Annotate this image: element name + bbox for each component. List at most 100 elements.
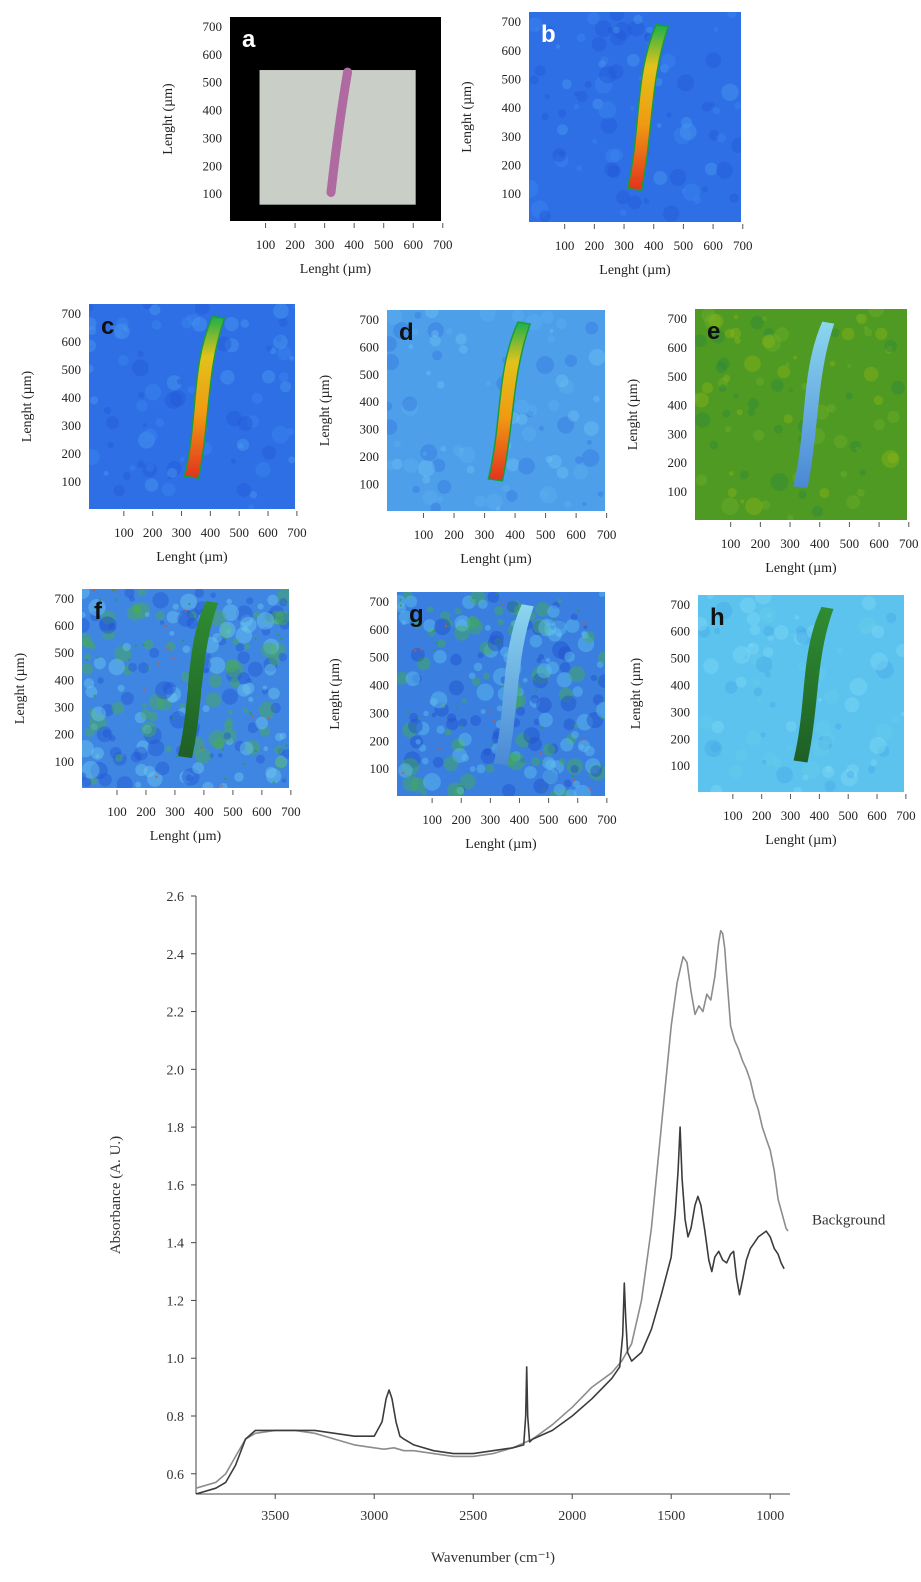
panel-image bbox=[695, 309, 907, 520]
panel-letter: a bbox=[242, 26, 256, 53]
x-tick-label: 400 bbox=[505, 527, 525, 542]
map-texture bbox=[387, 310, 605, 511]
x-tick-label: 100 bbox=[256, 237, 276, 252]
x-tick-label: 200 bbox=[444, 527, 464, 542]
x-tick-label: 600 bbox=[703, 238, 723, 253]
panel-image bbox=[89, 304, 295, 509]
x-tick-label: 2000 bbox=[558, 1509, 586, 1524]
y-tick-label: 400 bbox=[668, 398, 688, 413]
y-tick-label: 700 bbox=[360, 312, 380, 327]
x-tick-label: 100 bbox=[555, 238, 575, 253]
y-tick-label: 700 bbox=[671, 597, 691, 612]
panel-letter: b bbox=[541, 21, 556, 48]
x-tick-label: 2500 bbox=[459, 1509, 487, 1524]
panel-b: b 700 600 500 400 300 200 100 100 200 300 400 500 600… bbox=[460, 12, 753, 278]
y-tick-label: 300 bbox=[203, 130, 223, 145]
x-tick-label: 1500 bbox=[657, 1509, 685, 1524]
y-axis-title: Absorbance (A. U.) bbox=[108, 1136, 124, 1254]
x-tick-label: 400 bbox=[510, 812, 530, 827]
panel-letter: g bbox=[409, 601, 424, 628]
panel-d: d 700 600 500 400 300 200 100 100 200 300 400 500 600… bbox=[318, 310, 617, 567]
y-tick-label: 1.6 bbox=[167, 1179, 185, 1194]
y-tick-label: 100 bbox=[360, 477, 380, 492]
y-tick-label: 400 bbox=[502, 100, 522, 115]
y-tick-label: 500 bbox=[62, 362, 82, 377]
x-tick-label: 500 bbox=[539, 812, 559, 827]
panel-image bbox=[397, 592, 605, 796]
y-tick-label: 200 bbox=[55, 727, 75, 742]
panel-f: f 700 600 500 400 300 200 100 100 200 300 400 500 600… bbox=[13, 589, 301, 844]
map-panels: a 700 600 500 400 300 200 100 100 200 300 400 500 600… bbox=[13, 12, 919, 852]
panel-image bbox=[529, 12, 741, 222]
y-tick-label: 700 bbox=[668, 311, 688, 326]
y-tick-label: 100 bbox=[62, 474, 82, 489]
y-tick-label: 2.4 bbox=[167, 948, 185, 963]
x-tick-label: 700 bbox=[896, 808, 916, 823]
x-axis-label: Lenght (µm) bbox=[156, 550, 228, 565]
x-tick-label: 600 bbox=[258, 525, 278, 540]
x-tick-label: 500 bbox=[674, 238, 694, 253]
y-tick-label: 600 bbox=[671, 624, 691, 639]
x-tick-label: 300 bbox=[165, 804, 185, 819]
y-tick-label: 500 bbox=[668, 369, 688, 384]
x-tick-label: 500 bbox=[840, 536, 860, 551]
y-tick-label: 500 bbox=[671, 651, 691, 666]
y-tick-label: 500 bbox=[502, 72, 522, 87]
x-axis-label: Lenght (µm) bbox=[465, 837, 537, 852]
y-tick-label: 500 bbox=[360, 367, 380, 382]
y-axis-label: Lenght (µm) bbox=[161, 83, 176, 155]
x-tick-label: 200 bbox=[585, 238, 605, 253]
y-tick-label: 300 bbox=[55, 700, 75, 715]
panel-g: g 700 600 500 400 300 200 100 100 200 300 400 500 600… bbox=[328, 592, 617, 852]
y-tick-label: 0.6 bbox=[167, 1468, 185, 1483]
y-tick-label: 600 bbox=[360, 339, 380, 354]
x-tick-label: 700 bbox=[597, 812, 617, 827]
x-tick-label: 500 bbox=[223, 804, 243, 819]
y-tick-label: 600 bbox=[55, 618, 75, 633]
y-tick-label: 700 bbox=[370, 594, 390, 609]
y-tick-label: 300 bbox=[62, 418, 82, 433]
x-tick-label: 200 bbox=[752, 808, 772, 823]
x-tick-label: 500 bbox=[374, 237, 394, 252]
map-texture bbox=[695, 309, 905, 520]
y-axis-label: Lenght (µm) bbox=[626, 378, 641, 450]
x-tick-label: 200 bbox=[136, 804, 156, 819]
y-tick-label: 600 bbox=[370, 622, 390, 637]
x-tick-label: 700 bbox=[287, 525, 307, 540]
x-tick-label: 500 bbox=[838, 808, 858, 823]
y-axis-label: Lenght (µm) bbox=[20, 370, 35, 442]
y-tick-label: 100 bbox=[370, 761, 390, 776]
y-tick-label: 100 bbox=[668, 484, 688, 499]
x-tick-label: 600 bbox=[568, 812, 588, 827]
y-tick-label: 300 bbox=[668, 426, 688, 441]
y-tick-label: 500 bbox=[55, 645, 75, 660]
y-tick-label: 0.8 bbox=[167, 1410, 185, 1425]
x-tick-label: 700 bbox=[597, 527, 617, 542]
x-tick-label: 100 bbox=[414, 527, 434, 542]
y-tick-label: 1.4 bbox=[167, 1237, 185, 1252]
x-tick-label: 100 bbox=[114, 525, 134, 540]
x-tick-label: 300 bbox=[614, 238, 634, 253]
x-tick-label: 200 bbox=[285, 237, 305, 252]
x-tick-label: 200 bbox=[143, 525, 163, 540]
panel-letter: f bbox=[94, 598, 103, 625]
x-tick-label: 100 bbox=[723, 808, 743, 823]
y-tick-label: 100 bbox=[203, 186, 223, 201]
map-texture bbox=[529, 12, 741, 222]
x-tick-label: 300 bbox=[781, 808, 801, 823]
y-tick-label: 1.8 bbox=[167, 1121, 185, 1136]
particle-streak bbox=[487, 321, 532, 482]
y-tick-label: 1.0 bbox=[167, 1352, 185, 1367]
ir-spectrum-chart: 0.6 0.8 1.0 1.2 1.4 1.6 1.8 2.0 2.2 2.4 2.6 3500 300… bbox=[108, 890, 886, 1566]
x-tick-label: 400 bbox=[810, 808, 830, 823]
panel-a: a 700 600 500 400 300 200 100 100 200 300 400 500 600… bbox=[161, 17, 453, 277]
map-texture bbox=[698, 595, 904, 792]
x-tick-label: 500 bbox=[229, 525, 249, 540]
map-texture bbox=[82, 589, 289, 788]
y-tick-label: 1.2 bbox=[167, 1294, 185, 1309]
y-tick-label: 400 bbox=[203, 103, 223, 118]
panel-background bbox=[387, 310, 605, 511]
x-tick-label: 3500 bbox=[261, 1509, 289, 1524]
x-tick-label: 600 bbox=[403, 237, 423, 252]
